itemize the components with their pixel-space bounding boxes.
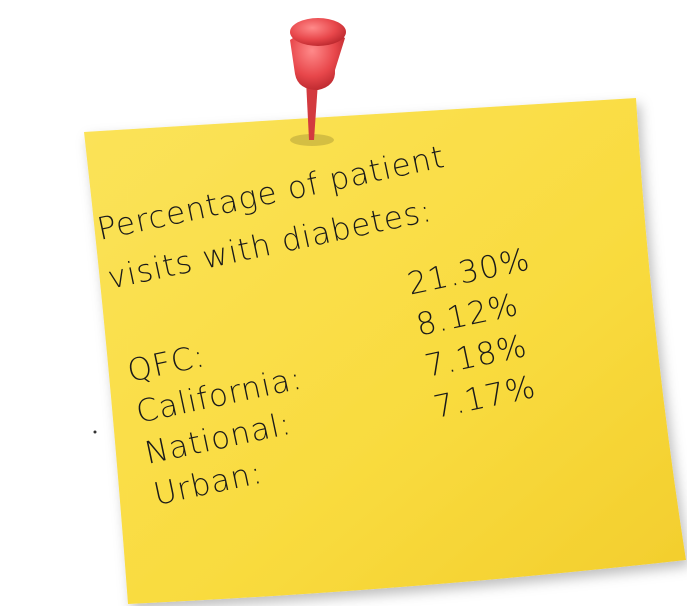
push-pin [290, 18, 346, 146]
dot [93, 430, 97, 434]
note-paper [84, 98, 686, 604]
